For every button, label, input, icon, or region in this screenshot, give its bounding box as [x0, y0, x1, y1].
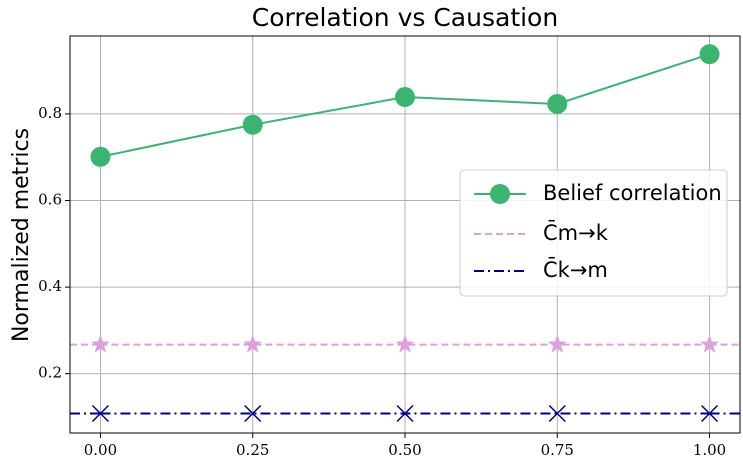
marker: [90, 334, 110, 353]
chart-title: Correlation vs Causation: [252, 3, 558, 32]
marker: [700, 334, 720, 353]
marker: [242, 114, 263, 135]
x-tick-label: 1.00: [693, 441, 726, 459]
marker: [701, 404, 719, 423]
legend-box: [459, 169, 728, 297]
legend-label: C̄m→k: [543, 220, 609, 245]
marker: [243, 334, 263, 353]
marker: [90, 146, 111, 167]
legend-marker: [490, 184, 510, 204]
x-tick-label: 0.75: [541, 441, 574, 459]
marker: [395, 87, 415, 108]
x-tick-label: 0.50: [388, 441, 421, 459]
x-tick-label: 0.25: [236, 441, 269, 459]
marker: [547, 93, 568, 114]
marker: [548, 404, 566, 423]
y-tick-label: 0.6: [38, 191, 62, 209]
marker: [396, 404, 414, 423]
legend-label: Belief correlation: [543, 181, 722, 205]
y-tick-label: 0.8: [38, 104, 62, 122]
plot-frame: [69, 35, 741, 434]
x-tick-label: 0.00: [84, 441, 117, 459]
marker: [244, 404, 262, 423]
legend-label: C̄k→m: [543, 257, 608, 282]
marker: [395, 334, 415, 353]
y-tick-label: 0.4: [38, 277, 62, 295]
marker: [547, 334, 567, 353]
y-axis-label: Normalized metrics: [9, 128, 34, 342]
marker: [91, 404, 109, 423]
y-tick-label: 0.2: [38, 364, 62, 382]
marker: [699, 44, 720, 65]
